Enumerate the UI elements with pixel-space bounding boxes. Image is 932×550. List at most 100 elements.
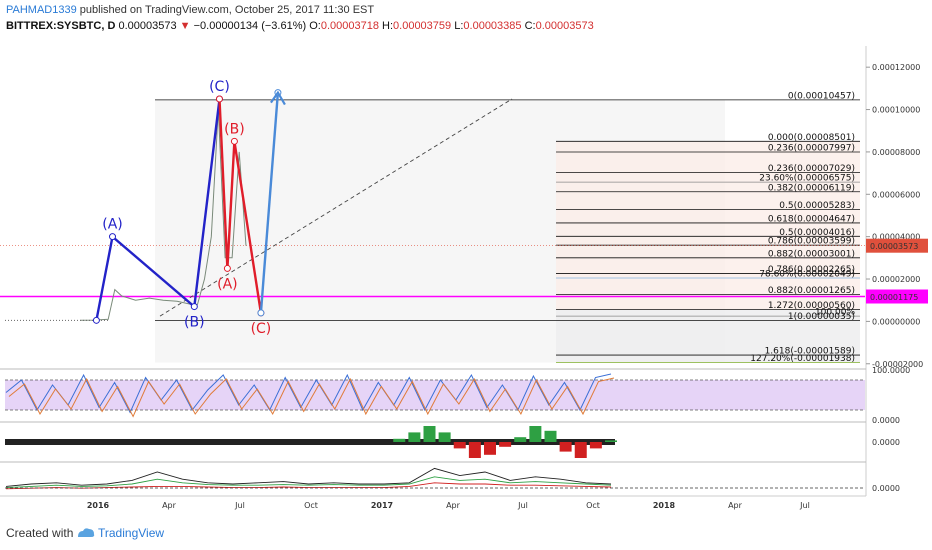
macd-bar — [484, 442, 496, 455]
fib-region-2 — [556, 141, 860, 310]
y-tick-label: 0.00002000 — [872, 275, 920, 284]
fib-region-3 — [556, 309, 860, 363]
fib-label: 0.882(0.00003001) — [768, 249, 855, 259]
symbol-info: BITTREX:SYSBTC, D 0.00003573 ▼ −0.000001… — [6, 20, 594, 32]
macd-bar — [529, 426, 542, 442]
fib-label: 78.60%(0.00002049) — [759, 269, 855, 279]
fib-label: 0.236(0.00007029) — [768, 164, 855, 174]
macd-bar — [574, 442, 587, 458]
price-badge-label: 0.00003573 — [870, 242, 918, 251]
wave-red-abc-label: (C) — [251, 321, 272, 337]
macd-bar — [544, 430, 557, 442]
x-tick-label: Apr — [446, 501, 461, 510]
macd-bar — [453, 442, 466, 449]
macd-bar — [605, 440, 617, 442]
fib-label: 1.618(-0.00001589) — [765, 347, 855, 357]
fib-label: 100.00% — [815, 308, 855, 318]
fib-label: 127.20%(-0.00001938) — [750, 354, 855, 364]
publisher-username[interactable]: PAHMAD1339 — [6, 4, 77, 16]
y-tick-label: 0.00010000 — [872, 106, 920, 115]
fib-label: 0.786(0.00003599) — [768, 237, 855, 247]
wave-red-abc-point — [230, 137, 238, 145]
y-tick-label: 0.00012000 — [872, 63, 920, 72]
tradingview-chart[interactable]: 0(0.00010457)0.000(0.00008501)0.236(0.00… — [0, 0, 932, 516]
y-tick-label: 0.00004000 — [872, 233, 920, 242]
fib-label: 0.5(0.00005283) — [779, 201, 855, 211]
projection-line — [259, 92, 280, 313]
wave-red-abc-point — [223, 264, 231, 272]
last-price: 0.00003573 — [118, 20, 177, 32]
fib-label: 0.786(0.00002265) — [768, 265, 855, 275]
macd-bar — [468, 442, 481, 458]
dmi-line-1 — [5, 476, 612, 489]
tradingview-logo-icon — [78, 528, 95, 537]
y-tick-label: 0.00000000 — [872, 317, 920, 326]
x-tick-label: Jul — [517, 501, 528, 510]
macd-bar — [423, 426, 436, 442]
x-tick-label: 2017 — [371, 501, 393, 510]
x-tick-label: Oct — [304, 501, 318, 510]
wave-blue-abc-line — [95, 98, 221, 321]
low-label: L: — [454, 20, 464, 32]
y-tick-label: 0.00006000 — [872, 190, 920, 199]
price-badge — [866, 238, 928, 253]
macd-bar — [559, 442, 572, 452]
fib-label: 0.382(0.00006119) — [768, 183, 855, 193]
open-value: 0.00003718 — [320, 20, 379, 32]
fib-label: 0.236(0.00007997) — [768, 143, 855, 153]
dmi-y-label: 0.0000 — [872, 484, 900, 493]
footer: Created with TradingView — [0, 516, 932, 550]
macd-bar — [499, 442, 512, 447]
wave-blue-abc-point — [109, 233, 117, 241]
wave-blue-abc-label: (C) — [209, 79, 230, 95]
high-value: 0.00003759 — [393, 20, 452, 32]
macd-bar — [438, 432, 451, 442]
tradingview-brand[interactable]: TradingView — [98, 526, 165, 540]
fib-label: 0.5(0.00004016) — [779, 228, 855, 238]
down-triangle-icon: ▼ — [179, 20, 191, 32]
close-value: 0.00003573 — [535, 20, 594, 32]
x-tick-label: 2018 — [653, 501, 676, 510]
x-tick-label: 2016 — [87, 501, 110, 510]
price-badge-label: 0.00001175 — [870, 293, 918, 302]
created-with-text: Created with — [6, 526, 74, 540]
macd-bar — [408, 432, 421, 442]
wave-blue-abc-point — [92, 316, 100, 324]
price-change: −0.00000134 (−3.61%) — [193, 20, 307, 32]
y-tick-label: 0.00008000 — [872, 148, 920, 157]
wave-red-abc-label: (A) — [217, 276, 238, 292]
x-tick-label: Jul — [799, 501, 810, 510]
macd-y-label: 0.0000 — [872, 438, 900, 447]
macd-bar — [393, 438, 406, 442]
rsi-y-label: 100.0000 — [872, 366, 910, 375]
fib-label: 0.882(0.00001265) — [768, 286, 855, 296]
x-tick-label: Oct — [586, 501, 600, 510]
rsi-y-label: 0.0000 — [872, 416, 900, 425]
fib-label: 0.618(0.00004647) — [768, 214, 855, 224]
rsi-d-line — [8, 377, 615, 418]
dashed-trend-line — [159, 98, 513, 317]
x-tick-label: Apr — [728, 501, 743, 510]
rsi-band — [5, 380, 865, 410]
x-tick-label: Apr — [162, 501, 177, 510]
projection-point — [257, 309, 265, 317]
price-badge — [866, 289, 928, 304]
price-axis — [866, 46, 932, 516]
dmi-line-0 — [5, 467, 612, 487]
x-tick-label: Jul — [234, 501, 245, 510]
macd-bar — [514, 437, 527, 442]
wave-red-abc-label: (B) — [224, 121, 245, 137]
low-value: 0.00003385 — [463, 20, 522, 32]
macd-base-band — [5, 439, 615, 445]
close-label: C: — [524, 20, 536, 32]
high-label: H: — [382, 20, 394, 32]
y-tick-label: -0.00002000 — [872, 360, 923, 369]
published-text: published on TradingView.com, October 25… — [76, 4, 375, 16]
wave-red-abc-point — [215, 95, 223, 103]
publish-info: PAHMAD1339 published on TradingView.com,… — [6, 4, 374, 16]
macd-bar — [589, 442, 602, 449]
fib-label: 0(0.00010457) — [788, 91, 855, 101]
fib-label: 23.60%(0.00006575) — [759, 174, 855, 184]
symbol-label[interactable]: BITTREX:SYSBTC, D — [6, 20, 116, 32]
wave-red-abc-line — [218, 98, 263, 314]
